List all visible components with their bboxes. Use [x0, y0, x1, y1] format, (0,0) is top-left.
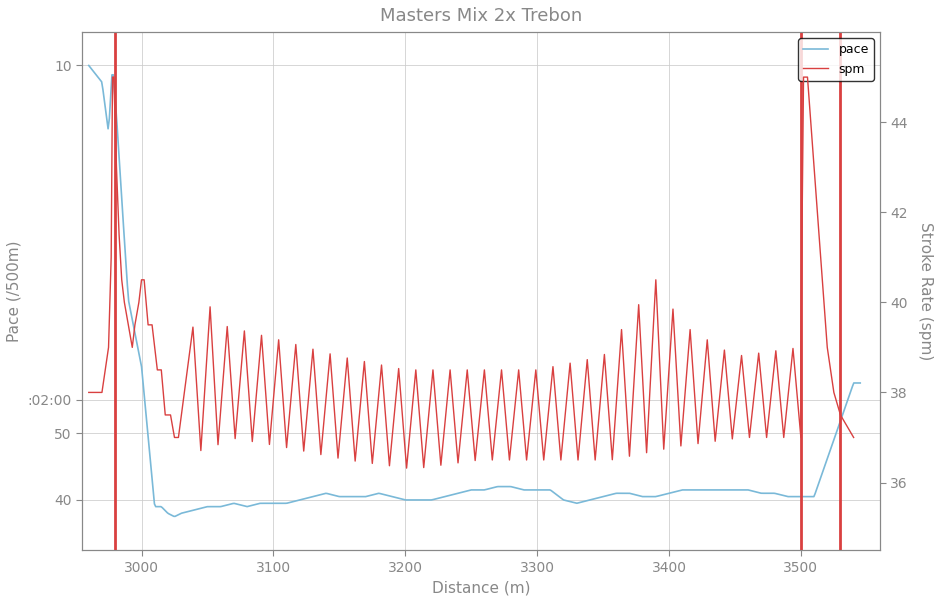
pace	[539, 486, 550, 494]
spm	[401, 465, 413, 472]
spm	[107, 73, 118, 81]
pace	[169, 513, 180, 520]
Y-axis label: Stroke Rate (spm): Stroke Rate (spm)	[918, 222, 933, 360]
pace	[600, 492, 611, 500]
spm	[770, 347, 781, 355]
Line: pace: pace	[88, 66, 860, 517]
Legend: pace, spm: pace, spm	[798, 39, 874, 81]
pace	[283, 499, 294, 506]
spm	[848, 434, 859, 441]
pace	[666, 489, 677, 497]
Y-axis label: Pace (/500m): Pace (/500m)	[7, 240, 22, 342]
spm	[521, 456, 532, 464]
Title: Masters Mix 2x Trebon: Masters Mix 2x Trebon	[380, 7, 582, 25]
pace	[854, 379, 866, 386]
X-axis label: Distance (m): Distance (m)	[431, 580, 530, 595]
pace	[221, 501, 232, 509]
spm	[83, 389, 94, 396]
spm	[513, 366, 525, 373]
pace	[83, 62, 94, 69]
pace	[433, 494, 445, 501]
spm	[102, 344, 114, 351]
Line: spm: spm	[88, 77, 854, 468]
spm	[572, 456, 584, 464]
spm	[606, 456, 618, 464]
